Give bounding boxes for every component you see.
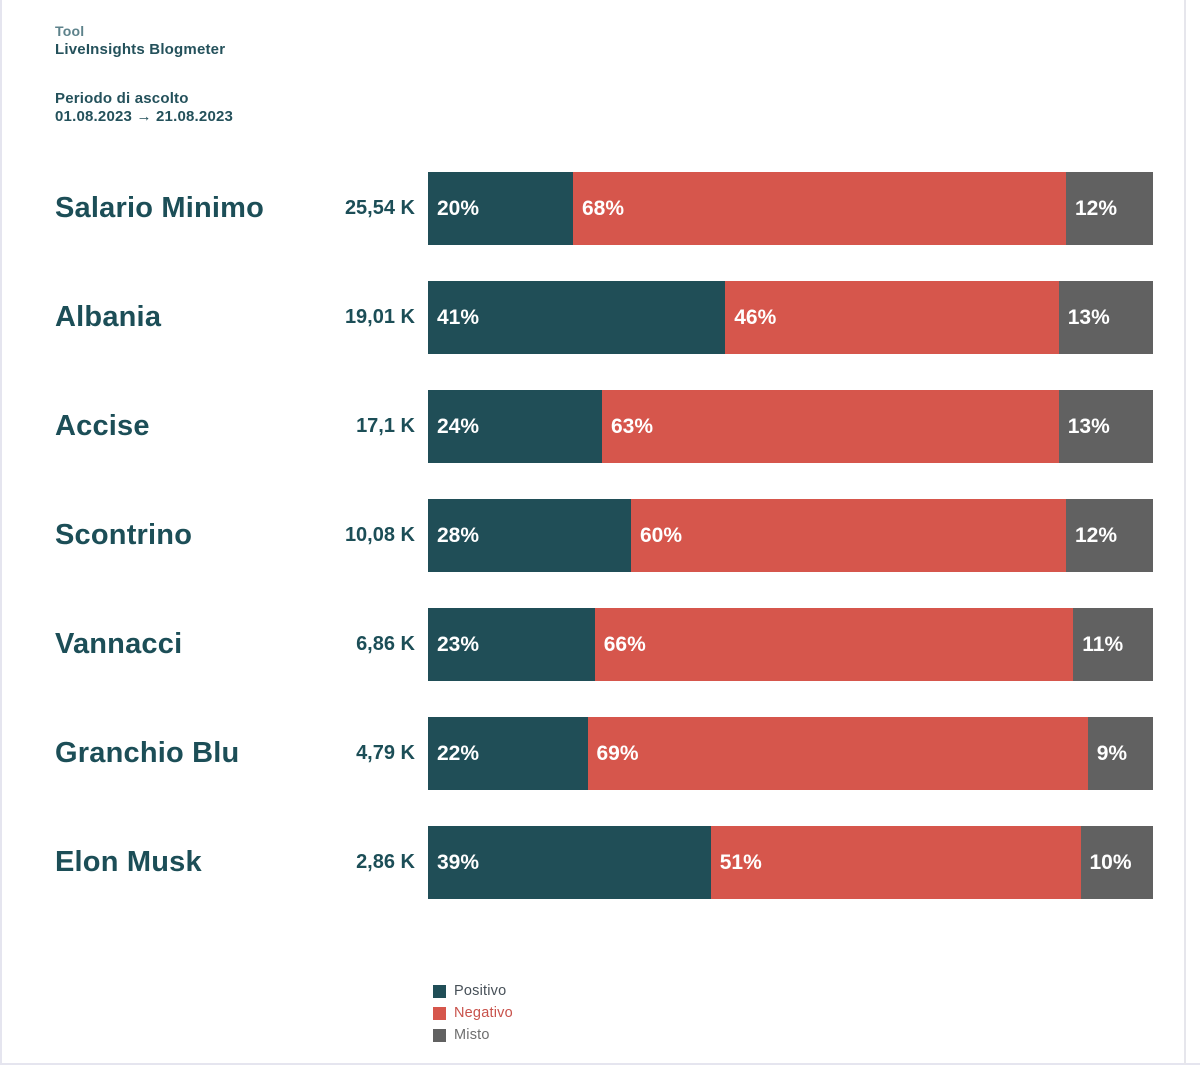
window-left-border [0,0,2,1065]
legend-item-negativo: Negativo [433,1002,1153,1024]
row-meta: Albania 19,01 K [55,301,428,334]
legend-item-misto: Misto [433,1024,1153,1046]
bar-segment-misto: 12% [1066,499,1153,572]
segment-percent-label: 41% [437,305,480,329]
chart-legend: Positivo Negativo Misto [433,980,1153,1046]
bar-segment-misto: 12% [1066,172,1153,245]
misto-swatch-icon [433,1028,446,1042]
bar-segment-positivo: 24% [428,390,602,463]
segment-percent-label: 12% [1075,523,1118,547]
bar-segment-negativo: 60% [631,499,1066,572]
volume-value: 4,79 K [356,742,415,764]
segment-percent-label: 28% [437,523,480,547]
volume-value: 25,54 K [344,197,415,219]
segment-percent-label: 46% [734,305,777,329]
topic-label: Salario Minimo [55,192,265,224]
stacked-bar: 39% 51% 10% [428,826,1153,899]
row-meta: Accise 17,1 K [55,410,428,443]
volume-value: 10,08 K [344,524,415,546]
bar-segment-negativo: 46% [725,281,1059,354]
bar-segment-misto: 10% [1080,826,1153,899]
sentiment-stacked-bar-chart: Salario Minimo 25,54 K 20% 68% 12% Albania 19,… [55,172,1153,899]
bar-segment-negativo: 51% [710,826,1081,899]
stacked-bar: 28% 60% 12% [428,499,1153,572]
topic-label: Granchio Blu [55,737,240,769]
window-bottom-border [0,1063,1200,1065]
bar-segment-negativo: 66% [594,608,1074,681]
segment-percent-label: 24% [437,414,480,438]
stacked-bar: 20% 68% 12% [428,172,1153,245]
window-right-border [1184,0,1186,1065]
bar-segment-negativo: 63% [602,390,1059,463]
row-meta: Granchio Blu 4,79 K [55,737,428,770]
volume-value: 2,86 K [356,851,415,873]
row-meta: Vannacci 6,86 K [55,628,428,661]
volume-value: 6,86 K [356,633,415,655]
segment-percent-label: 20% [437,196,480,220]
bar-segment-negativo: 68% [573,172,1066,245]
bar-segment-positivo: 20% [428,172,573,245]
bar-segment-misto: 13% [1058,390,1153,463]
segment-percent-label: 60% [640,523,683,547]
segment-percent-label: 13% [1067,305,1110,329]
negativo-swatch-icon [433,1006,446,1020]
segment-percent-label: 63% [611,414,654,438]
topic-label: Vannacci [55,628,183,660]
stacked-bar: 41% 46% 13% [428,281,1153,354]
bar-segment-positivo: 22% [428,717,588,790]
chart-row: Scontrino 10,08 K 28% 60% 12% [55,499,1153,572]
volume-value: 17,1 K [356,415,415,437]
stacked-bar: 24% 63% 13% [428,390,1153,463]
segment-percent-label: 12% [1075,196,1118,220]
period-label: Periodo di ascolto [55,90,189,107]
segment-percent-label: 11% [1082,632,1124,656]
segment-percent-label: 51% [719,850,762,874]
row-meta: Salario Minimo 25,54 K [55,192,428,225]
bar-segment-positivo: 23% [428,608,595,681]
row-meta: Scontrino 10,08 K [55,519,428,552]
row-meta: Elon Musk 2,86 K [55,846,428,879]
chart-row: Accise 17,1 K 24% 63% 13% [55,390,1153,463]
segment-percent-label: 68% [582,196,625,220]
chart-row: Albania 19,01 K 41% 46% 13% [55,281,1153,354]
segment-percent-label: 9% [1096,741,1128,765]
segment-percent-label: 23% [437,632,480,656]
stacked-bar: 22% 69% 9% [428,717,1153,790]
segment-percent-label: 69% [596,741,639,765]
bar-segment-positivo: 39% [428,826,711,899]
volume-value: 19,01 K [344,306,415,328]
tool-label: Tool [55,23,85,39]
bar-segment-misto: 11% [1073,608,1153,681]
chart-row: Salario Minimo 25,54 K 20% 68% 12% [55,172,1153,245]
chart-row: Vannacci 6,86 K 23% 66% 11% [55,608,1153,681]
segment-percent-label: 13% [1067,414,1110,438]
tool-name: LiveInsights Blogmeter [55,41,226,58]
topic-label: Scontrino [55,519,193,551]
positivo-swatch-icon [433,984,446,998]
topic-label: Elon Musk [55,846,202,878]
segment-percent-label: 66% [603,632,646,656]
legend-label: Misto [454,1027,490,1043]
segment-percent-label: 39% [437,850,480,874]
bar-segment-positivo: 28% [428,499,631,572]
topic-label: Albania [55,301,162,333]
report-header: Tool LiveInsights Blogmeter Periodo di a… [55,22,1153,126]
stacked-bar: 23% 66% 11% [428,608,1153,681]
chart-row: Granchio Blu 4,79 K 22% 69% 9% [55,717,1153,790]
bar-segment-misto: 9% [1087,717,1153,790]
chart-row: Elon Musk 2,86 K 39% 51% 10% [55,826,1153,899]
bar-segment-negativo: 69% [587,717,1088,790]
legend-item-positivo: Positivo [433,980,1153,1002]
legend-label: Positivo [454,983,507,999]
bar-segment-positivo: 41% [428,281,726,354]
segment-percent-label: 22% [437,741,480,765]
legend-label: Negativo [454,1005,513,1021]
bar-segment-misto: 13% [1058,281,1153,354]
segment-percent-label: 10% [1089,850,1132,874]
period-value: 01.08.2023 → 21.08.2023 [55,108,234,125]
topic-label: Accise [55,410,150,442]
